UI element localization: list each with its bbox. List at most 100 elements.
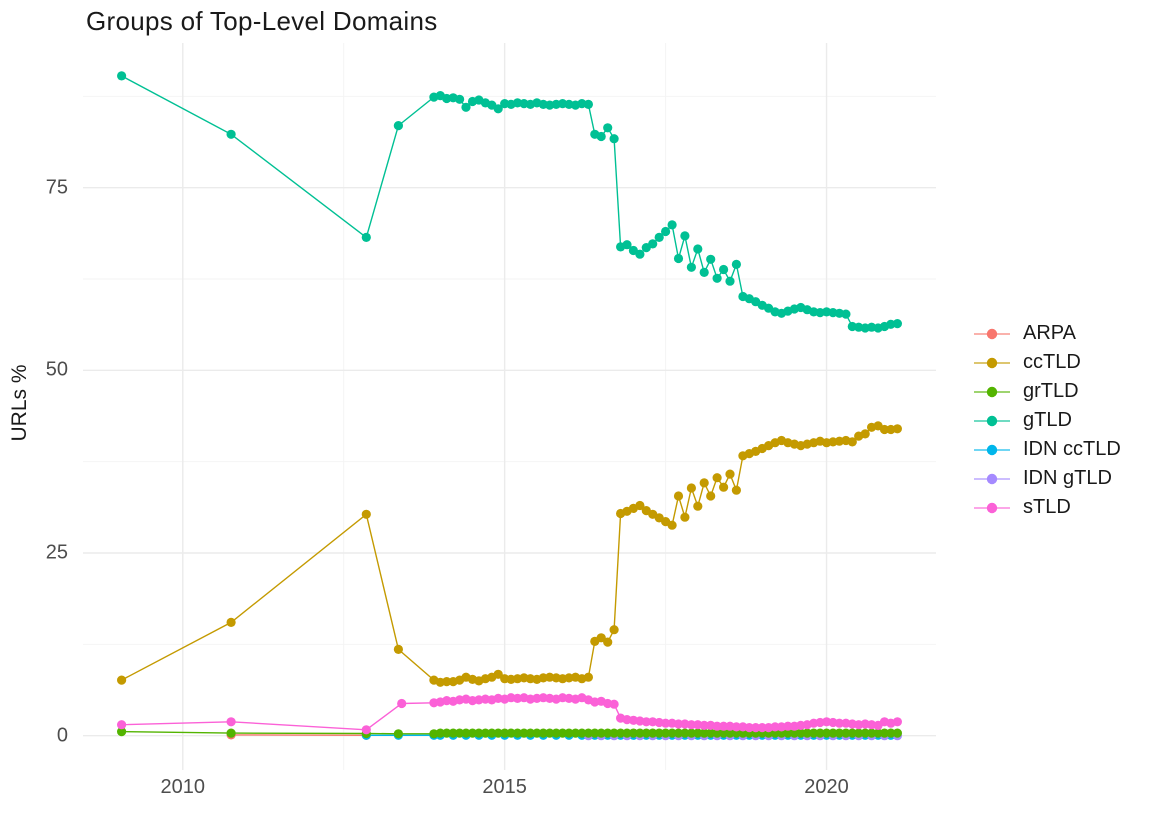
data-point xyxy=(673,253,684,264)
data-point xyxy=(538,728,548,738)
data-point xyxy=(686,720,697,730)
x-tick-label: 2010 xyxy=(160,776,206,798)
data-point xyxy=(545,728,555,738)
legend-label: gTLD xyxy=(1023,409,1072,431)
data-point xyxy=(442,728,452,738)
data-point xyxy=(892,717,903,727)
data-point xyxy=(635,249,645,259)
data-point xyxy=(461,102,471,112)
data-point xyxy=(841,728,851,738)
data-point xyxy=(603,637,613,647)
data-point xyxy=(487,728,497,738)
data-point xyxy=(117,675,127,685)
data-point xyxy=(693,244,703,254)
data-point xyxy=(686,728,697,738)
data-point xyxy=(393,644,403,655)
chart-title: Groups of Top-Level Domains xyxy=(86,6,438,36)
data-point xyxy=(712,721,722,731)
data-point xyxy=(506,728,516,738)
legend-key-icon xyxy=(974,502,1010,513)
data-point xyxy=(860,429,870,439)
data-point xyxy=(719,482,729,492)
data-point xyxy=(680,512,690,522)
data-point xyxy=(609,699,619,709)
data-point xyxy=(712,273,722,283)
data-point xyxy=(480,728,490,738)
y-tick-label: 75 xyxy=(45,176,68,199)
series-cctld xyxy=(117,421,903,687)
data-point xyxy=(854,728,864,738)
data-point xyxy=(654,232,664,242)
data-point xyxy=(590,728,600,738)
data-point xyxy=(673,719,684,729)
data-point xyxy=(532,728,542,738)
data-point xyxy=(461,728,471,738)
data-point xyxy=(493,728,503,738)
data-point xyxy=(725,276,735,286)
data-point xyxy=(699,478,709,488)
data-point xyxy=(815,728,825,738)
data-point xyxy=(603,728,613,738)
data-point xyxy=(583,728,594,738)
data-point xyxy=(570,728,581,738)
legend-item-arpa: ARPA xyxy=(973,319,1121,348)
data-point xyxy=(596,131,606,142)
data-point xyxy=(783,728,793,738)
data-point xyxy=(809,728,819,738)
data-point xyxy=(519,728,529,738)
data-point xyxy=(493,669,503,679)
gridlines xyxy=(83,43,936,770)
data-point xyxy=(455,94,465,104)
data-point xyxy=(834,728,845,738)
data-point xyxy=(731,485,742,495)
data-point xyxy=(551,728,561,738)
data-point xyxy=(616,728,626,738)
legend-label: sTLD xyxy=(1023,496,1071,518)
legend-label: IDN ccTLD xyxy=(1023,438,1121,460)
data-point xyxy=(609,625,619,635)
data-point xyxy=(822,728,832,738)
data-point xyxy=(641,717,651,727)
data-point xyxy=(661,728,671,738)
y-tick-label: 0 xyxy=(56,724,68,747)
data-point xyxy=(757,723,767,733)
data-point xyxy=(847,728,857,738)
data-point xyxy=(622,240,632,250)
y-tick-label: 50 xyxy=(45,358,68,381)
data-point xyxy=(706,728,716,738)
data-point xyxy=(706,491,716,501)
legend-key-icon xyxy=(974,473,1010,484)
data-point xyxy=(686,262,697,272)
data-point xyxy=(635,728,645,738)
legend-item-stld: sTLD xyxy=(973,493,1121,522)
data-point xyxy=(667,728,677,738)
data-point xyxy=(712,473,722,483)
legend-item-gtld: gTLD xyxy=(973,406,1121,435)
data-point xyxy=(879,424,890,435)
data-point xyxy=(686,483,697,493)
data-point xyxy=(699,728,709,738)
data-point xyxy=(731,722,742,732)
data-point xyxy=(641,728,651,738)
data-point xyxy=(673,728,684,738)
data-point xyxy=(706,254,716,264)
data-point xyxy=(699,720,709,731)
legend-key-icon xyxy=(974,386,1010,397)
data-point xyxy=(719,264,729,275)
data-point xyxy=(680,231,690,241)
data-point xyxy=(648,239,658,249)
data-point xyxy=(667,220,677,230)
data-point xyxy=(751,723,761,733)
data-point xyxy=(564,728,574,738)
data-point xyxy=(455,728,465,738)
data-point xyxy=(609,134,619,144)
data-point xyxy=(744,723,754,733)
data-point xyxy=(892,728,903,738)
data-point xyxy=(577,728,587,738)
data-point xyxy=(448,728,458,738)
data-point xyxy=(117,720,127,730)
x-tick-label: 2020 xyxy=(804,776,849,798)
series-stld xyxy=(117,693,903,735)
data-point xyxy=(226,129,236,139)
